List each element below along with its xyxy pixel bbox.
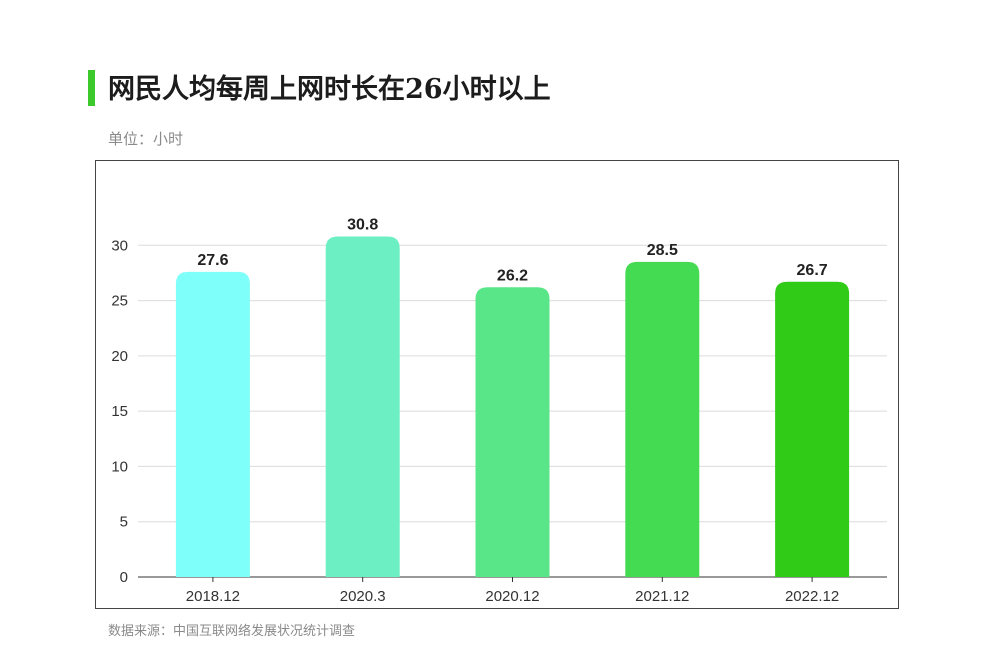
y-tick-label: 25 (111, 293, 128, 310)
bar-2021.12 (625, 261, 700, 577)
x-tick-label: 2020.3 (340, 588, 386, 605)
chart-title: 网民人均每周上网时长在26小时以上 (108, 74, 551, 105)
data-source-note: 数据来源：中国互联网络发展状况统计调查 (108, 624, 356, 639)
bar-value-label: 28.5 (647, 242, 678, 259)
chart-frame (95, 160, 899, 609)
x-tick-label: 2020.12 (485, 588, 539, 605)
bar-value-label: 30.8 (347, 216, 378, 233)
bar-2018.12 (175, 271, 250, 577)
bar-value-label: 27.6 (197, 252, 228, 269)
x-tick-label: 2021.12 (635, 588, 689, 605)
bar-value-label: 26.7 (797, 262, 828, 279)
y-tick-label: 15 (111, 403, 128, 420)
bar-2020.3 (325, 236, 400, 577)
y-tick-label: 5 (120, 514, 128, 531)
y-tick-label: 20 (111, 348, 128, 365)
x-tick-label: 2022.12 (785, 588, 839, 605)
bar-2022.12 (775, 281, 850, 577)
bar-value-label: 26.2 (497, 267, 528, 284)
label-layer: 0 5 10 15 20 25 30 27.6 2018.12 30.8 2020.3 26.2 202… (111, 216, 839, 605)
unit-label: 单位：小时 (108, 130, 184, 148)
y-tick-label: 10 (111, 458, 128, 475)
y-tick-label: 30 (111, 237, 128, 254)
bar-layer (175, 236, 850, 577)
x-tick-label: 2018.12 (186, 588, 240, 605)
title-accent-bar (88, 70, 95, 106)
bar-2020.12 (475, 287, 550, 577)
y-tick-label: 0 (120, 569, 128, 586)
